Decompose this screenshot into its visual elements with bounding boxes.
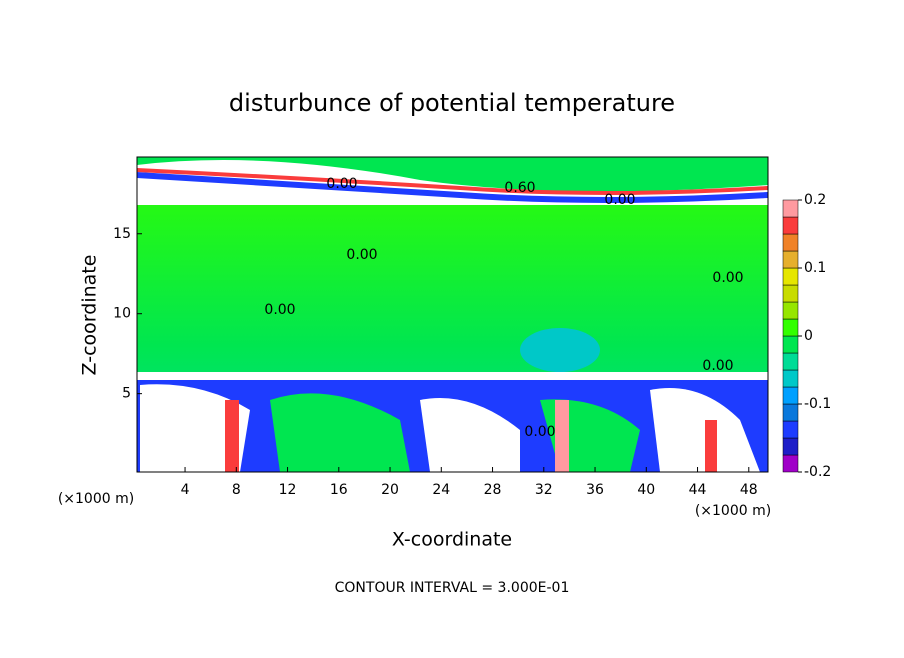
colorbar-box (782, 318, 799, 337)
contour-label: 0.00 (712, 270, 743, 286)
colorbar-tick-label: -0.2 (804, 464, 831, 480)
field (137, 157, 768, 472)
colorbar-box (782, 301, 799, 320)
colorbar-box (782, 233, 799, 252)
contour-label: 0.00 (264, 302, 295, 318)
contour-label: 0.00 (346, 247, 377, 263)
colorbar-box (782, 403, 799, 422)
colorbar-box (782, 216, 799, 235)
contour-label: 0.60 (504, 180, 535, 196)
x-tick-label: 24 (432, 482, 450, 498)
colorbar-box (782, 352, 799, 371)
colorbar-box (782, 437, 799, 456)
colorbar-box (782, 267, 799, 286)
colorbar-tick-label: 0 (804, 328, 813, 344)
y-tick-label: 10 (113, 306, 131, 322)
colorbar-box (782, 284, 799, 303)
contour-label: 0.00 (702, 358, 733, 374)
contour-label: 0.00 (524, 424, 555, 440)
chart-title: disturbunce of potential temperature (229, 89, 675, 117)
y-tick-label: 5 (122, 386, 131, 402)
colorbar-box (782, 199, 799, 218)
footer: CONTOUR INTERVAL = 3.000E-01 (335, 580, 570, 596)
colorbar-box (782, 369, 799, 388)
x-tick-label: 4 (181, 482, 190, 498)
x-tick-label: 8 (232, 482, 241, 498)
colorbar-box (782, 386, 799, 405)
x-tick-label: 12 (279, 482, 297, 498)
colorbar-tick-label: -0.1 (804, 396, 831, 412)
x-axis-label: X-coordinate (392, 529, 512, 551)
y-tick-label: 15 (113, 226, 131, 242)
x-tick-label: 44 (689, 482, 707, 498)
colorbar-box (782, 250, 799, 269)
x-tick-label: 32 (535, 482, 553, 498)
y-axis-label: Z-coordinate (79, 255, 101, 376)
colorbar-box (782, 335, 799, 354)
x-tick-label: 28 (484, 482, 502, 498)
contour-label: 0.00 (326, 176, 357, 192)
colorbar-box (782, 420, 799, 439)
colorbar-tick-label: 0.2 (804, 192, 826, 208)
x-unit: (×1000 m) (58, 491, 134, 507)
x-tick-label: 16 (330, 482, 348, 498)
x-tick-label: 36 (586, 482, 604, 498)
x-unit: (×1000 m) (695, 503, 771, 519)
colorbar-box (782, 454, 799, 473)
x-tick-label: 40 (637, 482, 655, 498)
colorbar-tick-label: 0.1 (804, 260, 826, 276)
contour-label: 0.00 (604, 192, 635, 208)
plot-frame (136, 156, 769, 473)
x-tick-label: 48 (740, 482, 758, 498)
x-tick-label: 20 (381, 482, 399, 498)
